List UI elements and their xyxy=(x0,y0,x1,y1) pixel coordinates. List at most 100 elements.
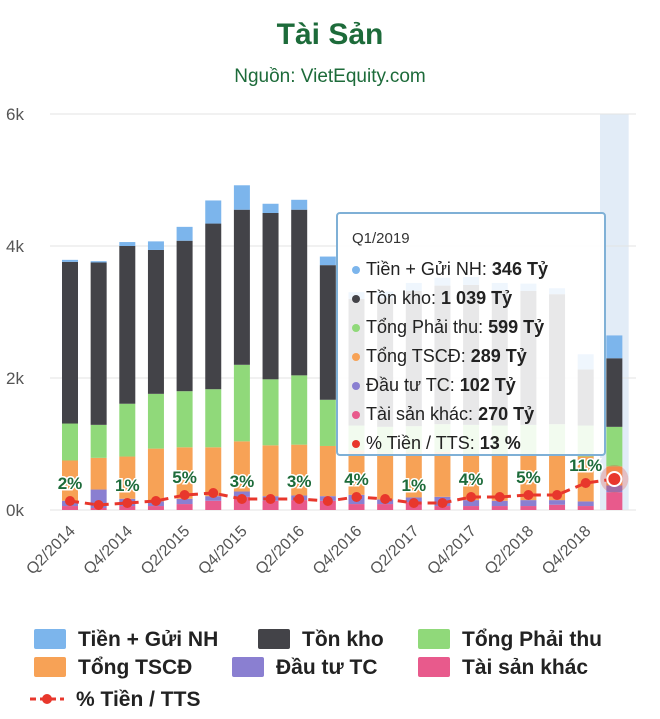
line-point xyxy=(437,498,448,508)
legend-item[interactable]: Tiền + Gửi NH xyxy=(34,628,218,652)
bar-segment xyxy=(291,375,308,445)
tooltip-row-label: Tổng Phải thu: xyxy=(366,317,489,337)
bar-segment xyxy=(319,445,336,497)
x-tick-label: Q2/2014 xyxy=(23,523,78,578)
bar-segment xyxy=(377,504,394,510)
tooltip-row-label: % Tiền / TTS: xyxy=(366,433,480,453)
y-tick-label: 6k xyxy=(6,105,24,124)
bar-segment xyxy=(119,456,136,499)
tooltip-row: Tổng Phải thu: 599 Tỷ xyxy=(352,313,604,342)
legend-swatch-icon xyxy=(232,657,264,677)
tooltip-row-label: Tổng TSCĐ: xyxy=(366,346,471,366)
bar-segment xyxy=(491,500,508,507)
bar-segment xyxy=(319,265,336,400)
bar-segment xyxy=(90,424,107,458)
tooltip-row: % Tiền / TTS: 13 % xyxy=(352,429,604,458)
series-dot-icon xyxy=(352,266,360,275)
bar-segment xyxy=(291,500,308,510)
bar-segment xyxy=(377,453,394,500)
bar-segment xyxy=(291,444,308,496)
bar-segment xyxy=(205,389,222,448)
bar-segment xyxy=(319,256,336,266)
bar-segment xyxy=(262,500,279,510)
bar-segment xyxy=(348,450,365,495)
x-tick-label: Q2/2016 xyxy=(253,523,308,578)
bar-segment xyxy=(520,500,537,507)
line-point xyxy=(408,498,419,508)
bar-segment xyxy=(90,262,107,425)
line-point-label: 1% xyxy=(115,476,140,495)
tooltip-row-value: 289 Tỷ xyxy=(470,346,527,366)
tooltip-row-value: 1 039 Tỷ xyxy=(441,288,513,308)
tooltip-header: Q1/2019 xyxy=(352,230,410,247)
line-point-label: 3% xyxy=(287,472,312,491)
tooltip-row-label: Tồn kho: xyxy=(366,288,442,308)
x-tick-label: Q2/2018 xyxy=(482,523,537,578)
line-point xyxy=(236,494,247,504)
line-point xyxy=(122,498,133,508)
bar-segment xyxy=(147,448,164,502)
legend-item[interactable]: Tổng TSCĐ xyxy=(34,656,192,680)
bar-segment xyxy=(549,500,566,505)
bar-segment xyxy=(176,498,193,505)
bar-segment xyxy=(62,259,78,262)
legend-label: Đầu tư TC xyxy=(276,656,378,679)
legend-item[interactable]: % Tiền / TTS xyxy=(30,688,200,712)
bar-segment xyxy=(233,209,250,365)
y-tick-label: 0k xyxy=(6,501,24,520)
tooltip-row-label: Đầu tư TC: xyxy=(366,375,460,395)
line-point xyxy=(494,492,505,502)
bar-segment xyxy=(176,226,193,241)
bar-segment xyxy=(262,445,279,497)
tooltip-row-value: 270 Tỷ xyxy=(478,404,535,424)
x-tick-label: Q2/2017 xyxy=(367,523,422,578)
legend-label: Tổng Phải thu xyxy=(462,628,602,651)
bar-segment xyxy=(520,454,537,501)
bar-segment xyxy=(205,447,222,497)
series-dot-icon xyxy=(352,295,360,304)
bar-segment xyxy=(606,492,623,510)
series-dot-icon xyxy=(352,440,360,449)
tooltip-row-value: 102 Tỷ xyxy=(459,375,516,395)
line-point-label: 4% xyxy=(459,470,484,489)
legend-item[interactable]: Tồn kho xyxy=(258,628,384,652)
bar-segment xyxy=(520,506,537,510)
bar-segment xyxy=(262,379,279,446)
bar-segment xyxy=(119,246,136,404)
legend-swatch-icon xyxy=(34,629,66,649)
tooltip-row-label: Tiền + Gửi NH: xyxy=(366,259,492,279)
bar-segment xyxy=(205,496,222,501)
bar-segment xyxy=(606,426,623,467)
bar-segment xyxy=(233,441,250,492)
bar-segment xyxy=(405,452,422,498)
tooltip-rows: Tiền + Gửi NH: 346 Tỷ Tồn kho: 1 039 Tỷ Tổ… xyxy=(352,255,604,458)
tooltip-row: Tổng TSCĐ: 289 Tỷ xyxy=(352,342,604,371)
series-dot-icon xyxy=(352,411,360,420)
bar-segment xyxy=(434,506,451,510)
legend-item[interactable]: Tài sản khác xyxy=(418,656,588,680)
bar-segment xyxy=(262,213,279,380)
bar-segment xyxy=(147,249,164,394)
bar-segment xyxy=(549,504,566,510)
bar-segment xyxy=(348,504,365,510)
legend-swatch-icon xyxy=(258,629,290,649)
tooltip-row: Tài sản khác: 270 Tỷ xyxy=(352,400,604,429)
bar-segment xyxy=(147,241,164,250)
line-point-label: 1% xyxy=(402,476,427,495)
line-point-label: 3% xyxy=(230,472,255,491)
bar-segment xyxy=(147,393,164,449)
tooltip-row-label: Tài sản khác: xyxy=(366,404,479,424)
line-point-label: 5% xyxy=(172,468,197,487)
bar-segment xyxy=(463,506,480,510)
tooltip-row: Tồn kho: 1 039 Tỷ xyxy=(352,284,604,313)
line-point xyxy=(523,490,534,500)
legend-item[interactable]: Đầu tư TC xyxy=(232,656,378,680)
legend-item[interactable]: Tổng Phải thu xyxy=(418,628,602,652)
bar-segment xyxy=(577,501,594,507)
line-point xyxy=(65,496,75,506)
legend-swatch-icon xyxy=(418,657,450,677)
legend-label: % Tiền / TTS xyxy=(76,688,201,711)
bar-segment xyxy=(463,454,480,501)
bar-segment xyxy=(233,364,250,442)
bar-segment xyxy=(463,500,480,507)
